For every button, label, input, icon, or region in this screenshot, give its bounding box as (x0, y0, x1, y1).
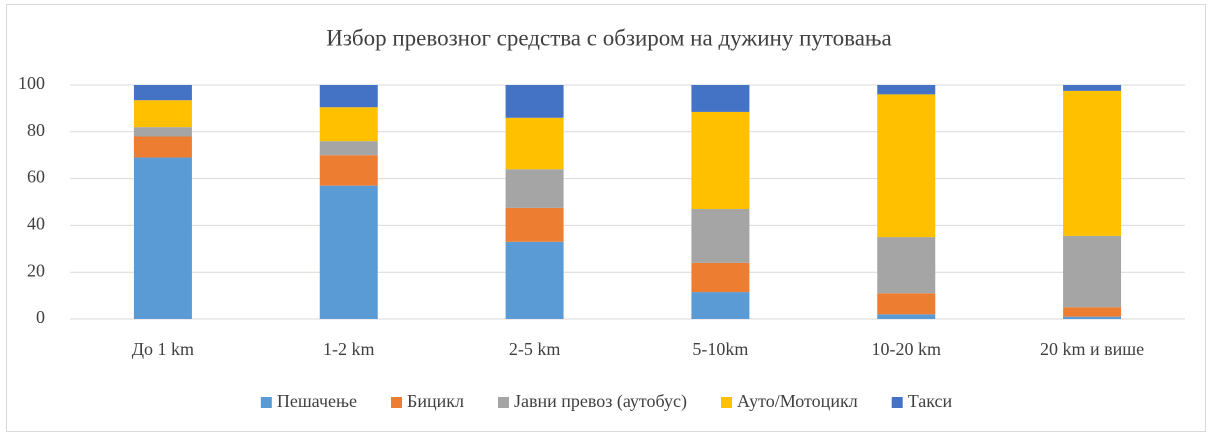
y-tick-label: 100 (18, 73, 45, 93)
bar-segment (133, 157, 192, 319)
bar-segment (505, 117, 564, 170)
y-tick-label: 40 (27, 214, 45, 234)
bar-segment (319, 85, 378, 108)
bar-segment (319, 141, 378, 156)
bar-segment (505, 85, 564, 118)
legend-swatch (260, 397, 272, 408)
bar-segment (319, 107, 378, 142)
y-tick-label: 0 (36, 307, 45, 327)
x-tick-label: До 1 km (132, 339, 194, 359)
bar-segment (133, 136, 192, 158)
bar-segment (1063, 235, 1122, 308)
bar-segment (691, 111, 750, 210)
legend-swatch (891, 397, 903, 408)
legend-label: Пешачење (277, 391, 357, 411)
bar-segment (505, 207, 564, 242)
y-tick-label: 20 (27, 260, 45, 280)
legend-label: Јавни превоз (аутобус) (514, 391, 687, 412)
y-tick-label: 80 (27, 120, 45, 140)
legend-label: Бицикл (407, 391, 464, 411)
bar-segment (877, 314, 936, 319)
bar-segment (877, 293, 936, 315)
x-tick-label: 1-2 km (323, 339, 375, 359)
bar-segment (877, 237, 936, 294)
chart-title: Избор превозног средства с обзиром на ду… (326, 25, 892, 50)
y-tick-label: 60 (27, 167, 45, 187)
bar-segment (691, 85, 750, 112)
legend-swatch (497, 397, 509, 408)
bar-segment (505, 169, 564, 208)
bar-segment (691, 209, 750, 263)
x-tick-label: 20 km и више (1040, 339, 1144, 359)
x-tick-label: 5-10km (692, 339, 748, 359)
bar-segment (319, 155, 378, 186)
chart-border (6, 4, 1206, 432)
x-tick-label: 2-5 km (509, 339, 561, 359)
bar-segment (1063, 307, 1122, 317)
bar-segment (319, 185, 378, 319)
bar-segment (691, 262, 750, 293)
legend-swatch (721, 397, 733, 408)
bar-segment (1063, 90, 1122, 236)
bar-segment (1063, 85, 1122, 91)
bar-segment (877, 85, 936, 95)
bar-segment (691, 292, 750, 319)
bar-segment (133, 100, 192, 128)
bar-segment (1063, 316, 1122, 319)
legend-label: Ауто/Мотоцикл (737, 391, 858, 411)
bar-segment (133, 127, 192, 137)
bar-segment (877, 94, 936, 238)
bar-segment (505, 241, 564, 319)
legend-label: Такси (908, 391, 953, 411)
legend-swatch (391, 397, 403, 408)
bar-segment (133, 85, 192, 101)
x-tick-label: 10-20 km (872, 339, 942, 359)
